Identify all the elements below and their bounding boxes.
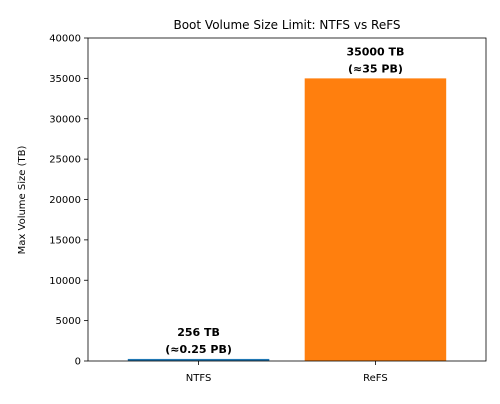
x-tick-label: NTFS bbox=[186, 373, 212, 384]
data-label-line: 256 TB bbox=[177, 326, 220, 339]
data-label-line: (≈35 PB) bbox=[348, 62, 403, 75]
data-label-refs: 35000 TB (≈35 PB) bbox=[346, 45, 404, 75]
y-tick-label: 35000 bbox=[49, 74, 81, 85]
y-tick-label: 20000 bbox=[49, 195, 81, 206]
axes-frame bbox=[87, 37, 487, 362]
data-label-ntfs: 256 TB (≈0.25 PB) bbox=[165, 326, 232, 356]
y-tick-label: 15000 bbox=[49, 235, 81, 246]
plot-area: NTFS 256 TB (≈0.25 PB) ReFS 35000 TB (≈35 PB)… bbox=[49, 34, 487, 384]
chart-title: Boot Volume Size Limit: NTFS vs ReFS bbox=[173, 18, 400, 32]
y-tick-label: 0 bbox=[75, 357, 81, 368]
bar-refs bbox=[304, 78, 447, 362]
x-tick-label: ReFS bbox=[363, 373, 388, 384]
y-tick-label: 10000 bbox=[49, 276, 81, 287]
data-label-line: 35000 TB bbox=[346, 45, 404, 58]
bar-ntfs bbox=[127, 358, 270, 361]
y-tick-label: 30000 bbox=[49, 114, 81, 125]
data-label-line: (≈0.25 PB) bbox=[165, 343, 232, 356]
y-tick-label: 5000 bbox=[56, 316, 81, 327]
y-tick-label: 25000 bbox=[49, 155, 81, 166]
y-tick-label: 40000 bbox=[49, 34, 81, 45]
y-axis-label: Max Volume Size (TB) bbox=[17, 146, 28, 255]
